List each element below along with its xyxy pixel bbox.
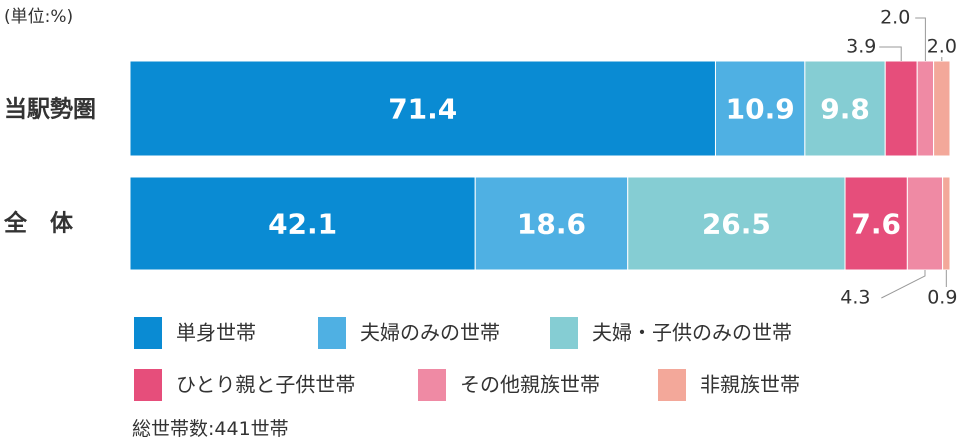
bar-segment bbox=[474, 176, 629, 271]
legend-swatch bbox=[134, 369, 162, 401]
data-label: 10.9 bbox=[726, 93, 795, 126]
legend-label: 夫婦のみの世帯 bbox=[360, 321, 500, 345]
data-label: 26.5 bbox=[702, 208, 771, 241]
bar-segment bbox=[844, 176, 908, 271]
bar-segment bbox=[804, 60, 886, 157]
legend-swatch bbox=[658, 369, 686, 401]
data-label: 18.6 bbox=[517, 208, 586, 241]
legend-label: 夫婦・子供のみの世帯 bbox=[592, 321, 792, 345]
legend-label: その他親族世帯 bbox=[460, 373, 600, 397]
total-households-note: 総世帯数:441世帯 bbox=[132, 418, 289, 440]
bar-segment bbox=[906, 176, 944, 271]
unit-note: (単位:%) bbox=[4, 7, 74, 27]
legend-swatch bbox=[318, 317, 346, 349]
data-label: 2.0 bbox=[927, 36, 957, 58]
legend-swatch bbox=[134, 317, 162, 349]
data-label: 3.9 bbox=[846, 36, 876, 58]
bar-segment bbox=[884, 60, 918, 157]
category-label: 当駅勢圏 bbox=[4, 97, 96, 123]
legend-swatch bbox=[418, 369, 446, 401]
data-label: 71.4 bbox=[388, 93, 457, 126]
bar-segment bbox=[714, 60, 806, 157]
legend-label: ひとり親と子供世帯 bbox=[176, 373, 355, 397]
data-label: 42.1 bbox=[268, 208, 337, 241]
legend-swatch bbox=[550, 317, 578, 349]
bar-segment bbox=[627, 176, 846, 271]
data-label: 2.0 bbox=[880, 7, 910, 29]
leader-line bbox=[881, 270, 926, 299]
data-label: 9.8 bbox=[820, 93, 870, 126]
data-label: 7.6 bbox=[851, 208, 901, 241]
leader-line bbox=[915, 17, 926, 61]
bar-segment bbox=[129, 176, 476, 271]
bar-segment bbox=[916, 60, 935, 157]
category-label: 全 体 bbox=[3, 210, 74, 237]
data-label: 0.9 bbox=[927, 287, 957, 309]
bar-segment bbox=[129, 60, 716, 157]
bar-segment bbox=[933, 60, 951, 157]
bar-segment bbox=[942, 176, 951, 271]
legend-label: 単身世帯 bbox=[176, 321, 256, 345]
legend-label: 非親族世帯 bbox=[700, 373, 800, 397]
data-label: 4.3 bbox=[840, 287, 870, 309]
leader-line bbox=[879, 46, 902, 61]
